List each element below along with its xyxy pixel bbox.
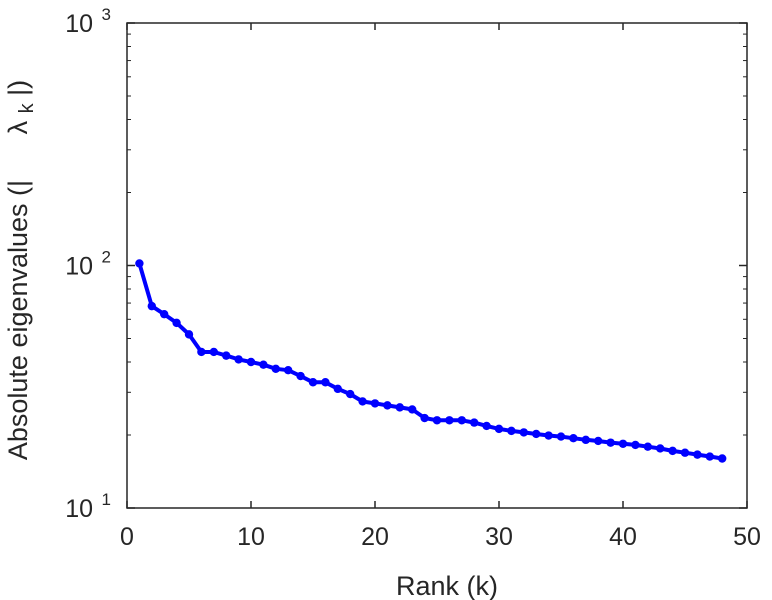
data-point [631, 440, 640, 450]
data-point [172, 318, 181, 328]
axes [126, 22, 748, 509]
plot-area-border [126, 22, 748, 509]
data-point [383, 401, 392, 410]
y-tick-label-exponent: 1 [102, 490, 111, 509]
data-point [656, 444, 665, 453]
x-tick-label: 20 [361, 523, 389, 551]
x-tick-label: 40 [609, 523, 637, 551]
data-point [209, 347, 218, 357]
series-line [137, 262, 723, 461]
data-point [470, 418, 479, 427]
data-point [184, 330, 194, 339]
data-point [432, 416, 442, 425]
data-point [395, 403, 404, 412]
data-point [271, 364, 280, 373]
data-point [457, 416, 466, 425]
y-axis-label: Absolute eigenvalues (| λ k |) [3, 80, 39, 460]
y-tick-label: 10 [65, 495, 93, 523]
data-point [532, 429, 541, 439]
data-point [370, 399, 380, 408]
data-point [222, 351, 231, 360]
data-point [296, 371, 305, 381]
y-tick-label-exponent: 3 [102, 5, 111, 24]
data-point [284, 366, 293, 375]
data-point [160, 309, 169, 319]
data-point [308, 378, 318, 387]
data-point [556, 432, 566, 441]
data-point [445, 416, 454, 425]
series-layer [135, 259, 727, 463]
data-point [680, 448, 690, 457]
y-axis-label-suffix: |) [3, 80, 33, 96]
data-point [544, 431, 553, 440]
x-axis-label: Rank (k) [396, 571, 498, 600]
y-tick-label: 10 [65, 253, 93, 281]
y-axis-ticks: 10 1 10 2 10 3 [65, 5, 747, 523]
data-point [197, 347, 206, 357]
data-point [643, 442, 652, 451]
data-point [234, 355, 243, 364]
data-point [135, 259, 144, 268]
data-point [482, 421, 491, 431]
data-point [693, 450, 702, 459]
data-point [246, 357, 256, 367]
data-point [718, 454, 727, 463]
data-point [358, 397, 367, 406]
y-axis-label-lambda: λ [3, 120, 33, 134]
data-point [668, 446, 677, 456]
data-point [569, 434, 578, 443]
data-point [147, 301, 156, 311]
x-tick-label: 0 [120, 523, 134, 551]
data-point [333, 384, 342, 394]
x-tick-label: 10 [237, 523, 265, 551]
data-point [346, 389, 355, 399]
data-point [618, 439, 628, 448]
y-axis-label-subscript: k [16, 102, 38, 113]
x-tick-label: 50 [733, 523, 761, 551]
data-point [519, 428, 528, 437]
data-point [494, 424, 504, 434]
data-point [408, 405, 417, 414]
data-point [705, 452, 714, 461]
data-point [507, 426, 516, 436]
data-point [594, 436, 603, 446]
y-axis-label-prefix: Absolute eigenvalues (| [3, 180, 33, 460]
data-point [259, 360, 268, 369]
x-axis-ticks: 0 10 20 30 40 50 [120, 23, 761, 551]
data-point [420, 413, 429, 423]
x-tick-label: 30 [485, 523, 513, 551]
data-point [606, 438, 615, 447]
data-point [321, 378, 330, 387]
y-tick-label-exponent: 2 [102, 248, 111, 267]
y-tick-label: 10 [65, 10, 93, 38]
data-point [581, 435, 590, 445]
